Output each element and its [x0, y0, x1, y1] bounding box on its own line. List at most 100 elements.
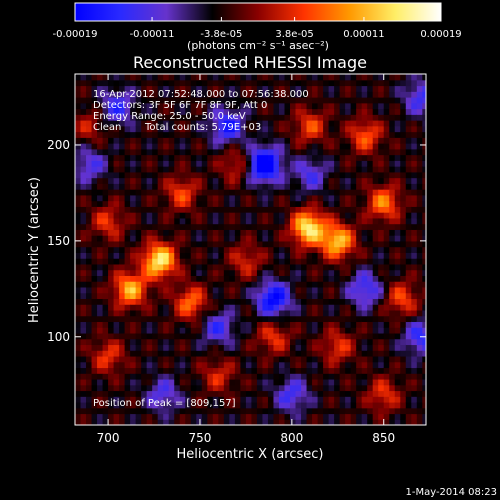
heatmap-cell — [201, 298, 208, 305]
heatmap-cell — [80, 79, 87, 87]
heatmap-cell — [108, 298, 115, 305]
heatmap-cell — [152, 407, 159, 415]
heatmap-cell — [75, 171, 82, 179]
heatmap-cell — [130, 91, 137, 98]
heatmap-cell — [201, 292, 208, 300]
heatmap-cell — [367, 298, 374, 305]
heatmap-cell — [218, 298, 225, 305]
heatmap-cell — [207, 263, 214, 271]
heatmap-cell — [251, 125, 258, 133]
heatmap-cell — [267, 338, 275, 346]
heatmap-cell — [394, 413, 401, 420]
heatmap-cell — [223, 401, 230, 409]
heatmap-cell — [179, 79, 186, 87]
heatmap-cell — [229, 137, 236, 144]
heatmap-cell — [201, 177, 208, 184]
heatmap-cell — [345, 235, 352, 242]
heatmap-cell — [372, 378, 379, 386]
heatmap-cell — [350, 309, 357, 317]
heatmap-cell — [157, 143, 164, 150]
heatmap-cell — [301, 102, 308, 110]
heatmap-cell — [218, 160, 225, 167]
heatmap-cell — [356, 217, 363, 225]
heatmap-cell — [312, 269, 319, 276]
heatmap-cell — [273, 137, 280, 144]
heatmap-cell — [168, 401, 175, 409]
heatmap-cell — [163, 298, 170, 305]
heatmap-cell — [405, 102, 412, 110]
heatmap-cell — [339, 171, 346, 179]
heatmap-cell — [108, 286, 115, 294]
heatmap-cell — [119, 194, 126, 202]
heatmap-cell — [416, 390, 423, 397]
heatmap-cell — [290, 286, 297, 294]
heatmap-cell — [80, 275, 87, 282]
heatmap-cell — [394, 74, 401, 81]
heatmap-cell — [124, 143, 131, 150]
heatmap-cell — [394, 160, 401, 167]
heatmap-cell — [80, 85, 87, 92]
heatmap-cell — [400, 160, 407, 167]
heatmap-cell — [174, 332, 181, 340]
heatmap-cell — [361, 373, 368, 380]
heatmap-cell — [306, 114, 313, 121]
heatmap-cell — [86, 240, 93, 248]
heatmap-cell — [174, 102, 181, 110]
heatmap-cell — [196, 281, 203, 288]
heatmap-cell — [179, 223, 186, 230]
heatmap-cell — [174, 292, 181, 300]
heatmap-cell — [201, 367, 208, 374]
heatmap-cell — [212, 384, 219, 392]
heatmap-cell — [146, 281, 153, 288]
heatmap-cell — [317, 298, 324, 305]
heatmap-cell — [80, 396, 87, 403]
heatmap-cell — [394, 286, 401, 294]
heatmap-cell — [267, 240, 275, 248]
heatmap-cell — [234, 108, 241, 115]
heatmap-cell — [383, 321, 390, 328]
heatmap-cell — [345, 413, 352, 420]
heatmap-cell — [372, 148, 379, 156]
heatmap-cell — [400, 315, 407, 323]
heatmap-cell — [262, 240, 269, 248]
heatmap-cell — [212, 137, 219, 144]
heatmap-cell — [301, 378, 308, 386]
heatmap-cell — [306, 298, 313, 305]
heatmap-cell — [251, 97, 258, 104]
heatmap-cell — [130, 143, 137, 150]
heatmap-cell — [152, 413, 159, 420]
heatmap-cell — [273, 143, 280, 150]
heatmap-cell — [108, 148, 115, 156]
heatmap-cell — [284, 194, 291, 202]
heatmap-cell — [240, 143, 247, 150]
heatmap-cell — [405, 217, 412, 225]
heatmap-cell — [141, 286, 148, 294]
heatmap-cell — [185, 407, 192, 415]
heatmap-cell — [328, 286, 335, 294]
heatmap-cell — [273, 85, 280, 92]
heatmap-cell — [240, 235, 247, 242]
heatmap-cell — [102, 74, 109, 81]
heatmap-cell — [267, 355, 275, 363]
heatmap-cell — [229, 212, 236, 219]
heatmap-cell — [394, 246, 401, 253]
heatmap-cell — [256, 171, 264, 179]
heatmap-cell — [168, 413, 175, 420]
heatmap-cell — [130, 97, 137, 104]
heatmap-cell — [339, 419, 346, 425]
heatmap-cell — [284, 378, 291, 386]
heatmap-cell — [86, 114, 93, 121]
heatmap-cell — [334, 183, 341, 190]
heatmap-cell — [223, 321, 230, 328]
heatmap-cell — [124, 206, 131, 213]
heatmap-cell — [240, 137, 247, 144]
heatmap-cell — [394, 194, 401, 202]
heatmap-cell — [190, 407, 197, 415]
heatmap-cell — [273, 304, 280, 311]
heatmap-cell — [301, 177, 308, 184]
heatmap-cell — [163, 269, 170, 276]
heatmap-cell — [411, 189, 418, 196]
heatmap-cell — [394, 217, 401, 225]
heatmap-cell — [80, 108, 87, 115]
heatmap-cell — [124, 125, 131, 133]
